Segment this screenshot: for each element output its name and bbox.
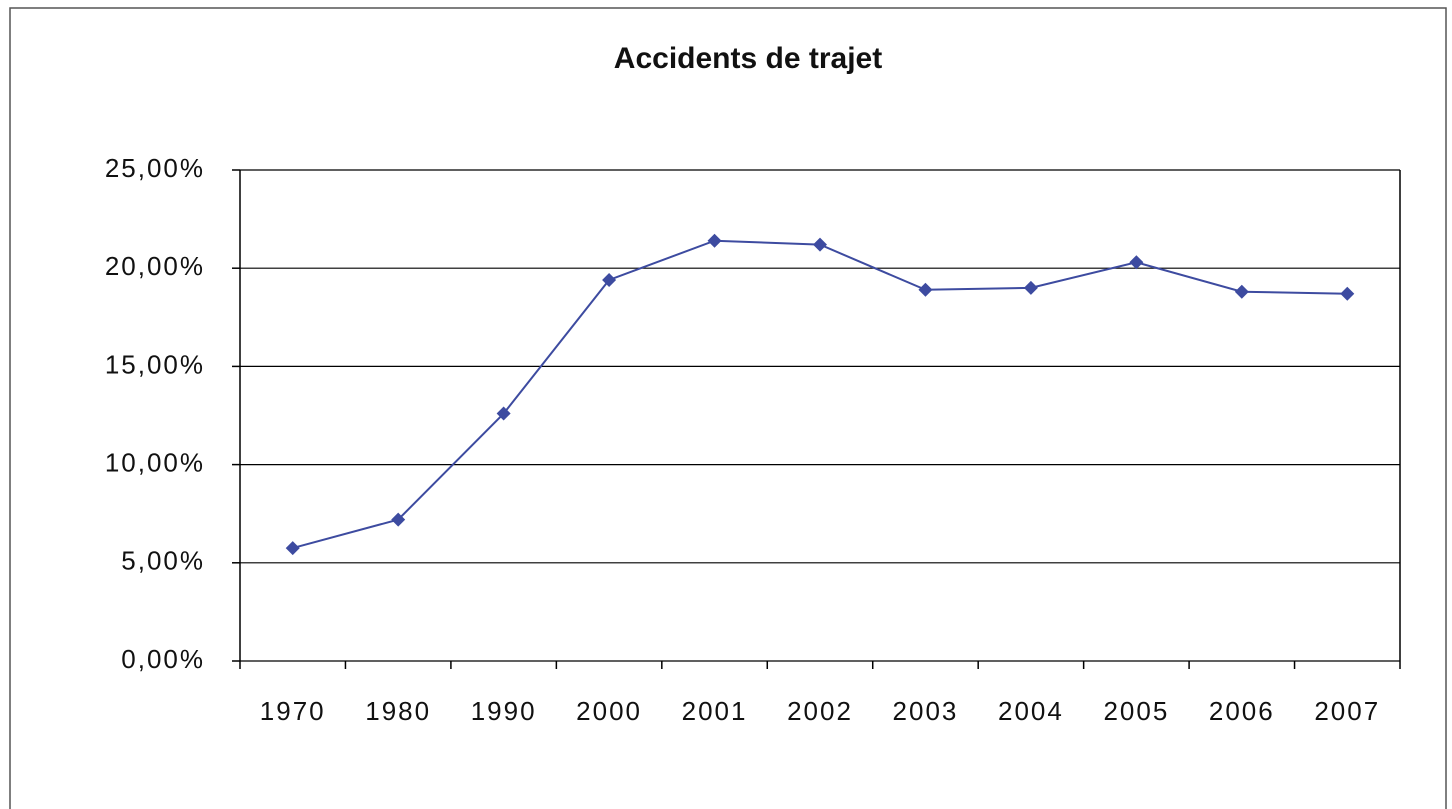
x-tick-label: 2000 [576, 696, 642, 726]
x-tick-label: 2003 [893, 696, 959, 726]
y-tick-label: 25,00% [105, 153, 205, 183]
x-tick-label: 1970 [260, 696, 326, 726]
marker [1129, 255, 1144, 270]
x-tick-label: 1980 [365, 696, 431, 726]
x-tick-label: 2004 [998, 696, 1064, 726]
y-tick-label: 0,00% [121, 644, 205, 674]
x-tick-label: 2005 [1103, 696, 1169, 726]
x-tick-label: 2001 [682, 696, 748, 726]
marker [813, 237, 827, 252]
marker [1340, 286, 1355, 301]
x-tick-label: 2002 [787, 696, 853, 726]
x-tick-label: 2006 [1209, 696, 1275, 726]
chart-title: Accidents de trajet [614, 42, 882, 75]
marker [285, 541, 300, 556]
marker [707, 233, 722, 248]
chart-frame [9, 7, 1447, 809]
y-tick-label: 20,00% [105, 251, 205, 281]
marker [1023, 280, 1038, 295]
x-tick-label: 2007 [1314, 696, 1380, 726]
y-tick-label: 15,00% [105, 349, 205, 379]
marker [602, 272, 617, 287]
x-tick-label: 1990 [471, 696, 537, 726]
y-tick-label: 10,00% [105, 447, 205, 477]
marker [918, 282, 933, 297]
marker [496, 406, 511, 421]
y-tick-label: 5,00% [121, 546, 205, 576]
marker [391, 512, 406, 527]
marker [1234, 284, 1249, 299]
